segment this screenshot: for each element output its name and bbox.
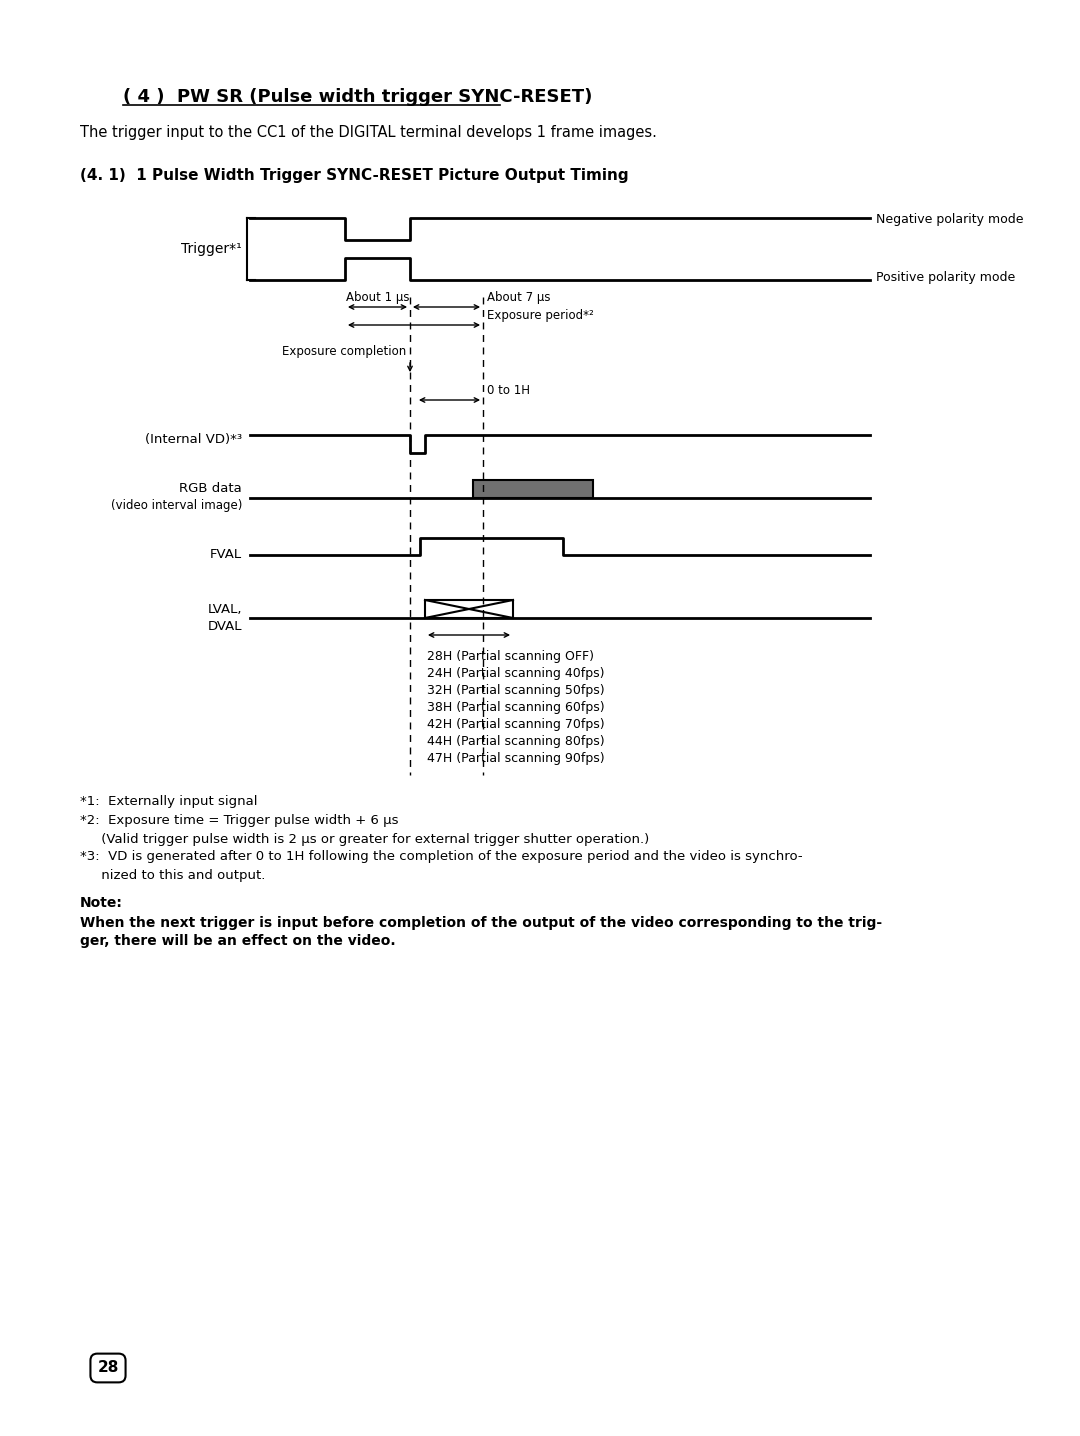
Text: About 7 μs: About 7 μs <box>487 292 551 304</box>
Text: Positive polarity mode: Positive polarity mode <box>876 270 1015 283</box>
Text: 32H (Partial scanning 50fps): 32H (Partial scanning 50fps) <box>427 684 605 696</box>
Bar <box>426 600 513 617</box>
Text: FVAL: FVAL <box>210 549 242 561</box>
Text: LVAL,: LVAL, <box>207 603 242 616</box>
Text: nized to this and output.: nized to this and output. <box>80 869 266 882</box>
Text: The trigger input to the CC1 of the DIGITAL terminal develops 1 frame images.: The trigger input to the CC1 of the DIGI… <box>80 125 657 139</box>
Text: (Internal VD)*³: (Internal VD)*³ <box>145 432 242 445</box>
Text: 47H (Partial scanning 90fps): 47H (Partial scanning 90fps) <box>427 752 605 765</box>
Text: 44H (Partial scanning 80fps): 44H (Partial scanning 80fps) <box>427 735 605 748</box>
Text: 24H (Partial scanning 40fps): 24H (Partial scanning 40fps) <box>427 666 605 681</box>
Text: 28H (Partial scanning OFF): 28H (Partial scanning OFF) <box>427 651 594 663</box>
Text: (Valid trigger pulse width is 2 μs or greater for external trigger shutter opera: (Valid trigger pulse width is 2 μs or gr… <box>80 833 649 846</box>
Text: Exposure completion: Exposure completion <box>282 345 406 358</box>
Text: DVAL: DVAL <box>207 620 242 633</box>
Text: ger, there will be an effect on the video.: ger, there will be an effect on the vide… <box>80 933 395 948</box>
Text: *3:  VD is generated after 0 to 1H following the completion of the exposure peri: *3: VD is generated after 0 to 1H follow… <box>80 850 802 863</box>
Text: Exposure period*²: Exposure period*² <box>487 309 594 322</box>
Text: 28: 28 <box>97 1360 119 1376</box>
Text: (4. 1)  1 Pulse Width Trigger SYNC-RESET Picture Output Timing: (4. 1) 1 Pulse Width Trigger SYNC-RESET … <box>80 168 629 182</box>
Text: ( 4 )  PW SR (Pulse width trigger SYNC-RESET): ( 4 ) PW SR (Pulse width trigger SYNC-RE… <box>123 88 592 106</box>
Text: *1:  Externally input signal: *1: Externally input signal <box>80 796 257 808</box>
Text: 42H (Partial scanning 70fps): 42H (Partial scanning 70fps) <box>427 718 605 731</box>
Text: RGB data: RGB data <box>179 481 242 494</box>
Text: 38H (Partial scanning 60fps): 38H (Partial scanning 60fps) <box>427 701 605 714</box>
Text: Negative polarity mode: Negative polarity mode <box>876 214 1024 227</box>
Text: (video interval image): (video interval image) <box>110 500 242 513</box>
Text: Note:: Note: <box>80 896 123 910</box>
Text: About 1 μs: About 1 μs <box>346 292 409 304</box>
Text: Trigger*¹: Trigger*¹ <box>181 243 242 256</box>
Bar <box>473 480 593 498</box>
Text: 0 to 1H: 0 to 1H <box>487 383 530 396</box>
Text: When the next trigger is input before completion of the output of the video corr: When the next trigger is input before co… <box>80 916 882 931</box>
Text: *2:  Exposure time = Trigger pulse width + 6 μs: *2: Exposure time = Trigger pulse width … <box>80 814 399 827</box>
